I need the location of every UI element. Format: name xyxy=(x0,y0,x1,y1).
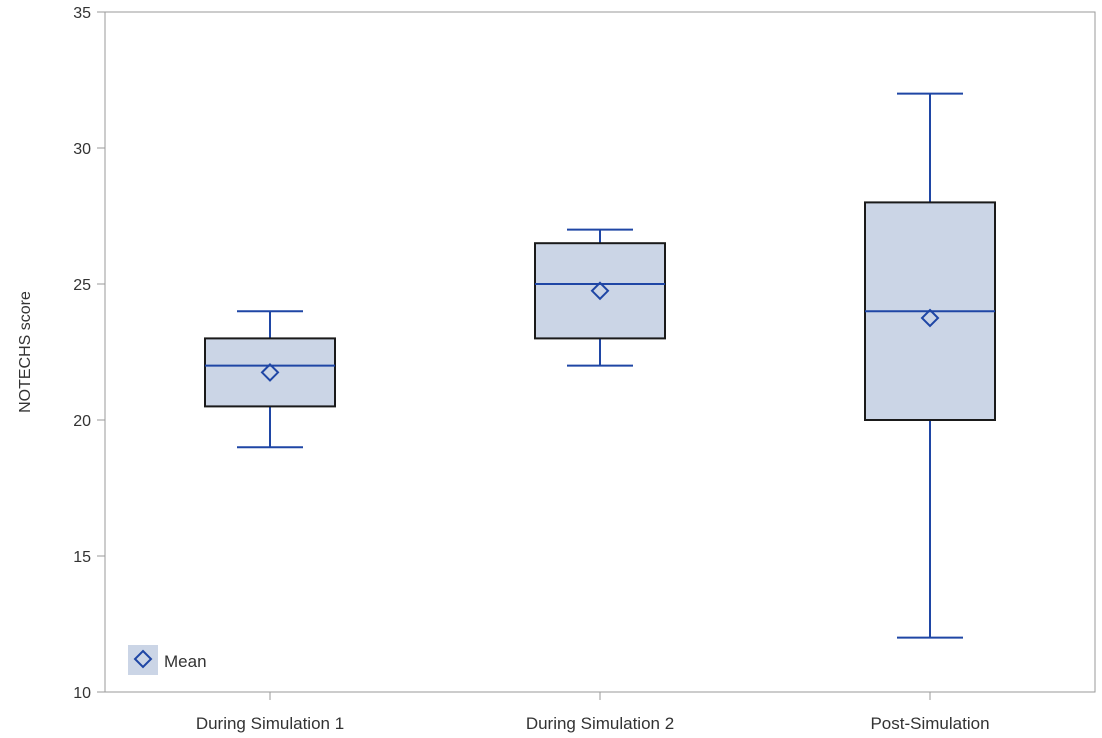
y-tick-label: 10 xyxy=(73,685,91,702)
iqr-box xyxy=(534,242,666,340)
mean-marker xyxy=(920,308,940,328)
box-group xyxy=(864,92,996,639)
x-axis: During Simulation 1 During Simulation 2 Po… xyxy=(196,692,990,733)
boxes xyxy=(204,92,996,639)
legend: Mean xyxy=(128,645,207,675)
legend-box xyxy=(128,645,158,675)
mean-marker xyxy=(260,362,280,382)
y-tick-label: 15 xyxy=(73,549,91,566)
y-axis-title: NOTECHS score xyxy=(17,291,34,413)
legend-mean-marker xyxy=(133,649,153,669)
legend-mean-label: Mean xyxy=(164,652,207,671)
y-tick-label: 35 xyxy=(73,5,91,22)
y-axis: 10 15 20 25 30 35 xyxy=(73,5,105,702)
x-category-label: Post-Simulation xyxy=(870,714,989,733)
y-tick-label: 20 xyxy=(73,413,91,430)
iqr-box xyxy=(204,337,336,408)
x-category-label: During Simulation 2 xyxy=(526,714,674,733)
box-group xyxy=(534,228,666,367)
box-group xyxy=(204,310,336,449)
y-tick-label: 30 xyxy=(73,141,91,158)
x-category-label: During Simulation 1 xyxy=(196,714,344,733)
mean-marker xyxy=(590,281,610,301)
y-tick-label: 25 xyxy=(73,277,91,294)
